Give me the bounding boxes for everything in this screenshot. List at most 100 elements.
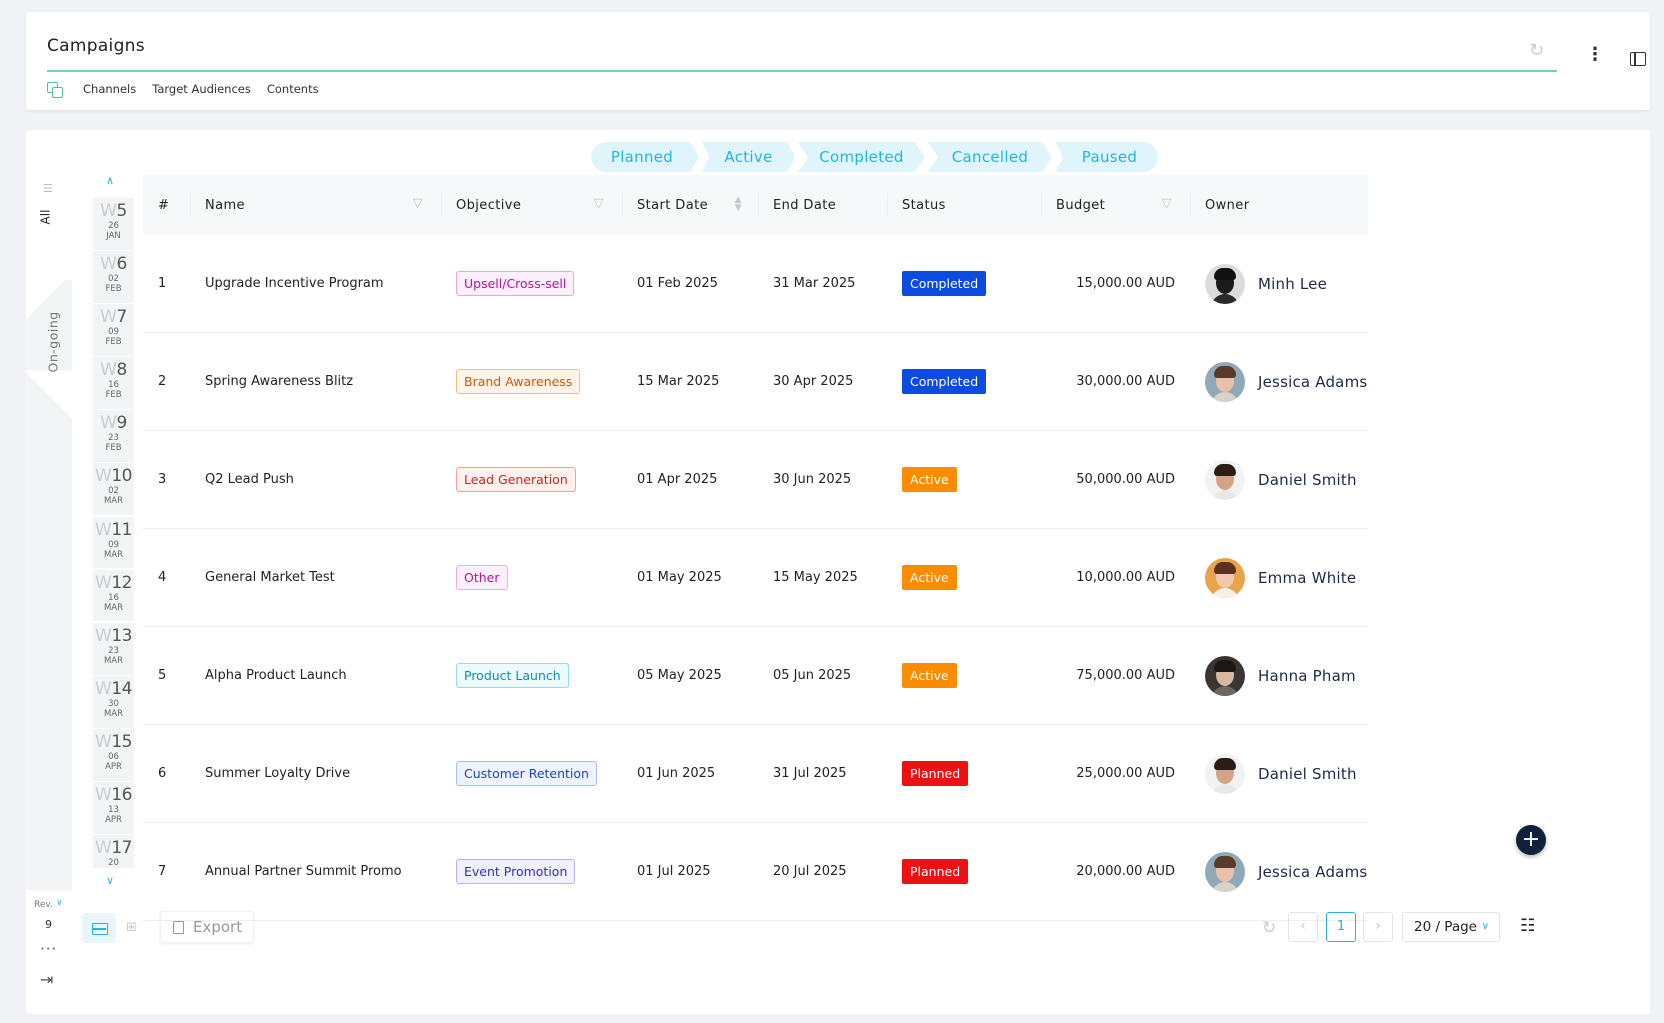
start-date: 05 May 2025	[637, 668, 722, 683]
owner-cell[interactable]: Daniel Smith	[1190, 459, 1368, 500]
header-status: Status	[887, 175, 1041, 235]
week-item[interactable]: W12 16 MAR	[93, 569, 134, 623]
campaign-name[interactable]: Spring Awareness Blitz	[205, 374, 354, 389]
table-row[interactable]: 5 Alpha Product Launch Product Launch 05 Ma…	[143, 627, 1368, 725]
campaign-name[interactable]: Summer Loyalty Drive	[205, 766, 351, 781]
week-item[interactable]: W15 06 APR	[93, 728, 134, 782]
status-badge: Completed	[902, 271, 987, 296]
avatar	[1205, 753, 1245, 794]
export-button[interactable]: Export	[160, 911, 254, 943]
list-view-icon[interactable]	[82, 913, 116, 943]
stage-planned[interactable]: Planned	[591, 142, 699, 172]
header-start-date: Start Date ▲ ▼	[622, 175, 758, 235]
prev-page-button[interactable]: ‹	[1288, 912, 1318, 942]
week-number: W11	[95, 519, 132, 540]
week-item[interactable]: W13 23 MAR	[93, 622, 134, 676]
status-badge: Active	[902, 663, 957, 688]
week-item[interactable]: W10 02 MAR	[93, 463, 134, 517]
owner-cell[interactable]: Jessica Adams	[1190, 851, 1368, 892]
table-row[interactable]: 1 Upgrade Incentive Program Upsell/Cross-s…	[143, 235, 1368, 333]
stage-cancelled[interactable]: Cancelled	[928, 142, 1052, 172]
stage-completed[interactable]: Completed	[798, 142, 925, 172]
side-tab-ongoing[interactable]: On-going	[45, 311, 61, 373]
grid-view-icon[interactable]: ⊞	[126, 920, 137, 935]
campaign-name[interactable]: General Market Test	[205, 570, 335, 585]
week-day: 06	[108, 751, 119, 762]
week-item[interactable]: W6 02 FEB	[93, 251, 134, 304]
week-day: 09	[108, 327, 119, 338]
end-date: 30 Jun 2025	[773, 472, 852, 487]
tab-contents[interactable]: Contents	[266, 82, 319, 96]
chevron-down-icon[interactable]: ∨	[56, 898, 63, 908]
tab-target-audiences[interactable]: Target Audiences	[152, 82, 251, 96]
week-month: FEB	[105, 443, 122, 454]
week-number: W17	[95, 838, 132, 859]
page-size-select[interactable]: 20 / Page ∨	[1402, 912, 1500, 942]
objective-tag: Customer Retention	[456, 761, 597, 786]
campaign-name[interactable]: Upgrade Incentive Program	[205, 276, 384, 291]
table-row[interactable]: 2 Spring Awareness Blitz Brand Awareness 15…	[143, 333, 1368, 431]
refresh-icon[interactable]: ↻	[1529, 40, 1545, 61]
table-row[interactable]: 3 Q2 Lead Push Lead Generation 01 Apr 2025 3…	[143, 431, 1368, 529]
owner-cell[interactable]: Hanna Pham	[1190, 655, 1368, 696]
budget-value: 30,000.00 AUD	[1076, 374, 1175, 389]
owner-cell[interactable]: Emma White	[1190, 557, 1368, 598]
week-number: W13	[95, 625, 132, 646]
refresh-icon[interactable]: ↻	[1262, 918, 1277, 938]
next-page-button[interactable]: ›	[1363, 912, 1393, 942]
header-card: Campaigns ↻ ⋮ Channels Target Audiences …	[26, 12, 1650, 110]
start-date: 15 Mar 2025	[637, 374, 720, 389]
copy-icon[interactable]	[47, 82, 63, 98]
avatar	[1205, 459, 1245, 500]
filter-icon[interactable]: ▽	[593, 196, 604, 211]
add-campaign-button[interactable]: +	[1516, 825, 1546, 855]
campaign-name[interactable]: Alpha Product Launch	[205, 668, 347, 683]
sort-icon[interactable]: ▲ ▼	[734, 195, 742, 213]
side-tab-all[interactable]: ☰ All	[26, 170, 72, 280]
week-item[interactable]: W11 09 MAR	[93, 516, 134, 570]
table-row[interactable]: 7 Annual Partner Summit Promo Event Promot…	[143, 823, 1368, 921]
header-budget: Budget ▽	[1041, 175, 1190, 235]
owner-cell[interactable]: Minh Lee	[1190, 263, 1368, 304]
chevron-down-icon[interactable]: ∨	[106, 874, 115, 887]
week-number: W12	[95, 572, 132, 593]
campaign-name[interactable]: Annual Partner Summit Promo	[205, 864, 402, 879]
week-item[interactable]: W7 09 FEB	[93, 304, 134, 357]
campaign-name[interactable]: Q2 Lead Push	[205, 472, 294, 487]
week-item[interactable]: W8 16 FEB	[93, 357, 134, 411]
week-item[interactable]: W14 30 MAR	[93, 675, 134, 729]
sliders-icon[interactable]: ☷	[1520, 916, 1536, 936]
status-cell: Active	[887, 565, 1041, 590]
week-month: MAR	[103, 655, 124, 666]
week-day: 30	[108, 698, 119, 709]
chevron-up-icon[interactable]: ∧	[106, 174, 115, 187]
week-item[interactable]: W16 13 APR	[93, 782, 134, 835]
week-number: W8	[100, 360, 127, 381]
collapse-sidebar-icon[interactable]: ⇥	[40, 970, 54, 989]
budget-value: 20,000.00 AUD	[1076, 864, 1175, 879]
week-item[interactable]: W1720APR	[93, 835, 134, 868]
owner-cell[interactable]: Jessica Adams	[1190, 361, 1368, 402]
campaigns-table: # Name ▽ Objective ▽ Start Date ▲ ▼ End Date…	[143, 175, 1368, 921]
filter-icon[interactable]: ▽	[1161, 196, 1172, 211]
end-date: 20 Jul 2025	[773, 864, 847, 879]
more-options-icon[interactable]: ⋮	[1586, 44, 1604, 65]
status-cell: Completed	[887, 271, 1041, 296]
week-month: FEB	[105, 337, 122, 348]
tab-channels[interactable]: Channels	[83, 82, 137, 96]
week-item[interactable]: W9 23 FEB	[93, 410, 134, 464]
table-row[interactable]: 4 General Market Test Other 01 May 2025 15 M…	[143, 529, 1368, 627]
owner-name: Daniel Smith	[1258, 764, 1357, 783]
more-icon[interactable]: ···	[40, 940, 58, 958]
week-item[interactable]: W5 26 JAN	[93, 198, 134, 251]
end-date: 31 Mar 2025	[773, 276, 856, 291]
stage-active[interactable]: Active	[702, 142, 795, 172]
filter-icon[interactable]: ▽	[412, 196, 423, 211]
panel-toggle-icon[interactable]	[1630, 52, 1646, 66]
objective-cell: Event Promotion	[441, 859, 622, 884]
row-number: 4	[158, 570, 167, 585]
table-row[interactable]: 6 Summer Loyalty Drive Customer Retention 0…	[143, 725, 1368, 823]
current-page-button[interactable]: 1	[1326, 912, 1356, 942]
stage-paused[interactable]: Paused	[1055, 142, 1158, 172]
owner-cell[interactable]: Daniel Smith	[1190, 753, 1368, 794]
